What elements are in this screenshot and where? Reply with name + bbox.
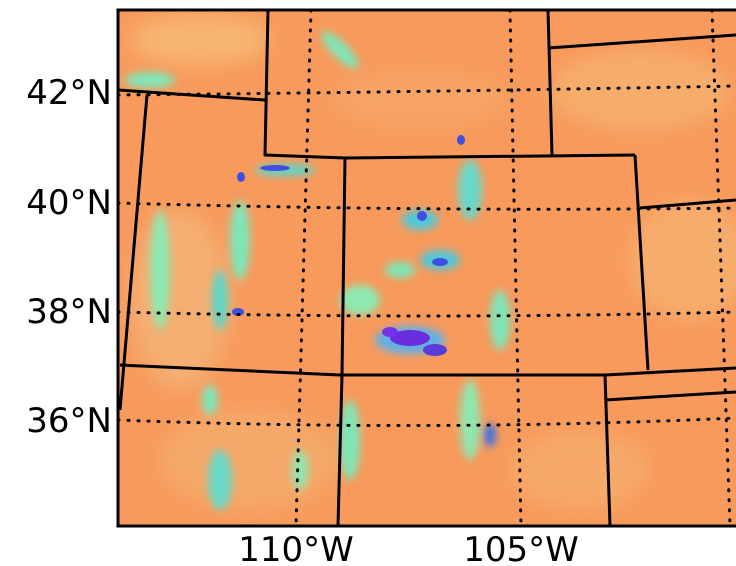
- map-figure: 42°N 40°N 38°N 36°N 110°W 105°W: [0, 0, 736, 566]
- lon-label: 105°W: [463, 530, 579, 566]
- lat-labels: 42°N 40°N 38°N 36°N: [26, 73, 112, 441]
- lat-label: 36°N: [26, 401, 112, 441]
- lat-label: 38°N: [26, 292, 112, 332]
- lat-label: 40°N: [26, 183, 112, 223]
- lon-labels: 110°W 105°W: [238, 530, 579, 566]
- lon-label: 110°W: [238, 530, 354, 566]
- map-field: [118, 10, 736, 526]
- lat-label: 42°N: [26, 73, 112, 113]
